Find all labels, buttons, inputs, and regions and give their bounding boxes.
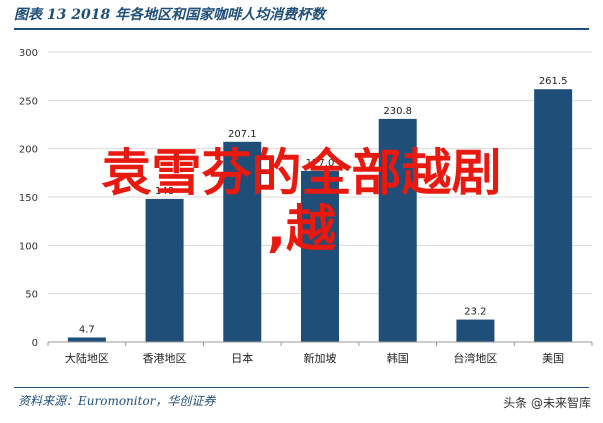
- y-axis-ticks: 0 50 100 150 200 250 300: [19, 48, 38, 349]
- bar: [223, 141, 262, 342]
- bar: [145, 198, 184, 342]
- x-tick-label: 日本: [231, 351, 253, 365]
- y-tick-label: 300: [19, 48, 38, 59]
- x-axis-ticks: 大陆地区 香港地区 日本 新加坡 韩国 台湾地区 美国: [47, 342, 593, 365]
- x-tick-label: 香港地区: [143, 352, 187, 365]
- bar-value-label: 230.8: [383, 106, 412, 117]
- y-tick-label: 100: [19, 241, 38, 252]
- y-tick-label: 250: [19, 96, 38, 107]
- x-tick-label: 大陆地区: [65, 351, 109, 365]
- y-tick-label: 200: [19, 145, 38, 156]
- bar: [378, 118, 417, 342]
- x-tick-label: 美国: [542, 352, 564, 365]
- bar-value-label: 177.0: [306, 158, 335, 169]
- value-labels: 4.7 148 207.1 177.0 230.8 23.2 261.5: [79, 76, 568, 335]
- publisher-watermark: 头条 @未来智库: [503, 396, 591, 410]
- bar-value-label: 261.5: [539, 76, 568, 87]
- bar: [534, 89, 573, 342]
- bar-chart: 0 50 100 150 200 250 300 4.7 148 207.1 177.0 230.8…: [19, 48, 593, 365]
- source-note: 资料来源：Euromonitor，华创证券: [18, 394, 216, 408]
- footer-divider: [14, 387, 589, 388]
- gridlines: [48, 51, 592, 295]
- bar-value-label: 207.1: [228, 129, 257, 140]
- bar-value-label: 148: [155, 186, 174, 197]
- bar: [301, 170, 339, 342]
- chart-header: 图表 13 2018 年各地区和国家咖啡人均消费杯数: [14, 4, 589, 28]
- bars: [67, 89, 573, 342]
- bar: [67, 337, 106, 342]
- x-tick-label: 韩国: [387, 351, 409, 365]
- header-divider: [14, 28, 589, 30]
- y-tick-label: 50: [25, 290, 38, 301]
- bar-value-label: 23.2: [464, 307, 486, 318]
- chart-title: 图表 13 2018 年各地区和国家咖啡人均消费杯数: [14, 7, 326, 23]
- x-tick-label: 新加坡: [304, 351, 337, 365]
- bar-value-label: 4.7: [79, 324, 95, 335]
- x-tick-label: 台湾地区: [453, 351, 497, 365]
- bar: [456, 319, 495, 342]
- y-tick-label: 0: [32, 338, 38, 349]
- y-tick-label: 150: [19, 193, 38, 204]
